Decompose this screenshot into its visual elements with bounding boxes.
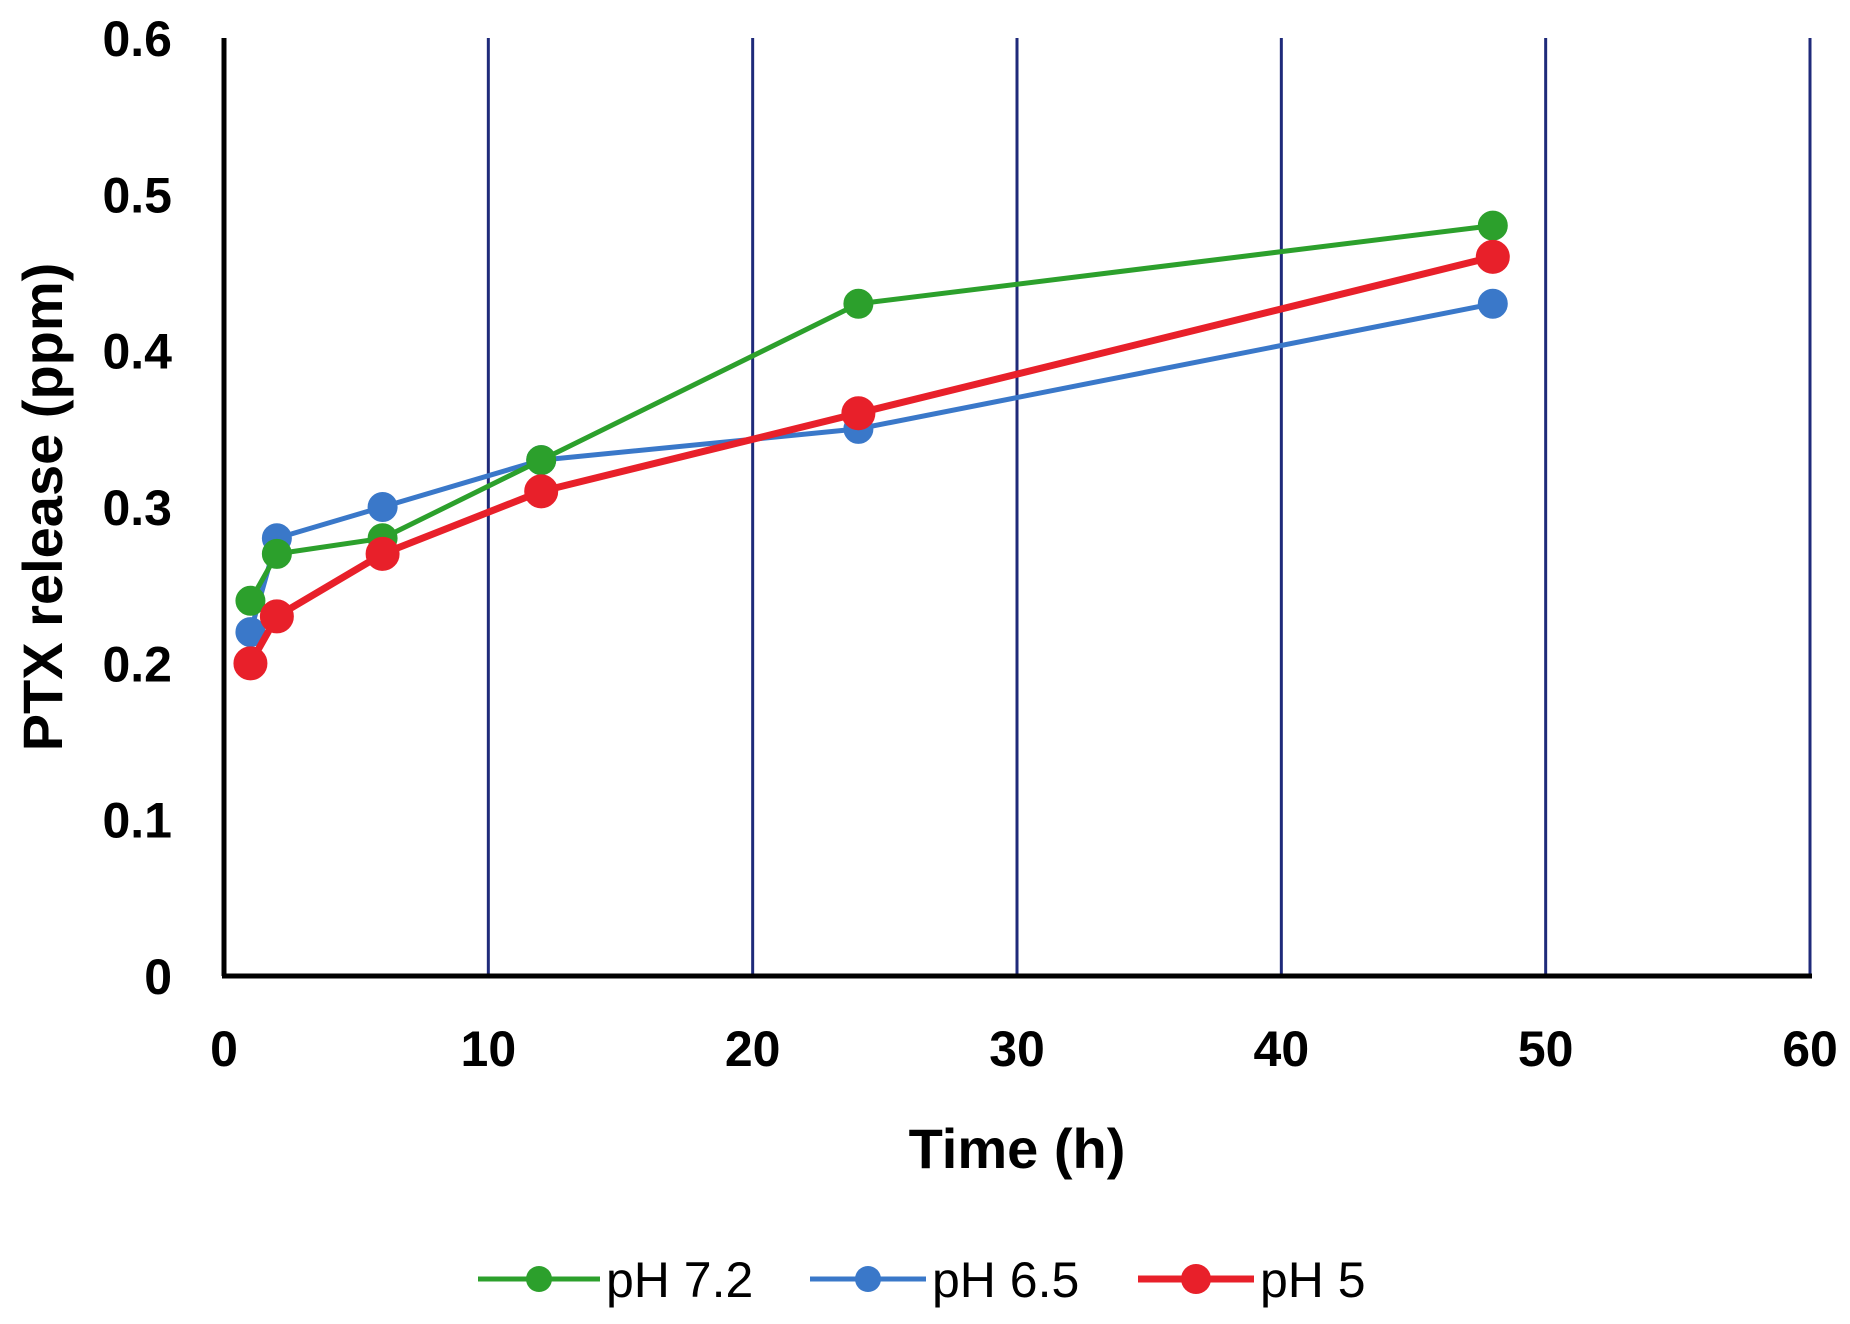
legend-swatch-marker-ph-7-2 bbox=[526, 1266, 552, 1292]
series-ph-5 bbox=[233, 239, 1510, 681]
data-series bbox=[233, 210, 1510, 681]
series-line-ph-5 bbox=[247, 253, 1494, 666]
x-axis-title: Time (h) bbox=[909, 1117, 1126, 1180]
data-point-ph-6-5-2 bbox=[367, 492, 398, 522]
data-point-ph-5-5 bbox=[1475, 239, 1510, 274]
y-axis-title: PTX release (ppm) bbox=[11, 263, 74, 752]
legend-label-ph-5: pH 5 bbox=[1260, 1252, 1366, 1308]
x-tick-label-60: 60 bbox=[1782, 1021, 1838, 1077]
data-point-ph-5-4 bbox=[841, 396, 876, 431]
data-point-ph-7-2-3 bbox=[526, 445, 557, 476]
y-tick-label-0-5: 0.5 bbox=[102, 167, 172, 223]
y-tick-label-0-2: 0.2 bbox=[102, 636, 172, 692]
axes bbox=[221, 38, 1812, 979]
data-point-ph-5-2 bbox=[365, 536, 400, 571]
legend-label-ph-7-2: pH 7.2 bbox=[606, 1252, 753, 1308]
data-point-ph-5-3 bbox=[524, 474, 559, 509]
x-tick-label-50: 50 bbox=[1518, 1021, 1574, 1077]
grid-lines bbox=[486, 38, 1812, 976]
legend: pH 7.2 pH 6.5 pH 5 bbox=[478, 1252, 1366, 1308]
y-tick-label-0-6: 0.6 bbox=[102, 11, 172, 67]
legend-item-ph-7-2: pH 7.2 bbox=[478, 1252, 753, 1308]
x-tick-label-30: 30 bbox=[989, 1021, 1045, 1077]
series-line-ph-6-5 bbox=[248, 301, 1494, 633]
x-tick-label-40: 40 bbox=[1254, 1021, 1310, 1077]
series-ph-6-5 bbox=[235, 288, 1508, 648]
y-tick-label-0-4: 0.4 bbox=[102, 324, 172, 380]
data-point-ph-6-5-5 bbox=[1477, 288, 1508, 319]
y-tick-label-0-1: 0.1 bbox=[102, 793, 172, 849]
data-point-ph-7-2-0 bbox=[235, 585, 266, 616]
data-point-ph-5-0 bbox=[233, 646, 268, 681]
y-tick-label-0: 0 bbox=[144, 949, 172, 1005]
legend-swatch-marker-ph-6-5 bbox=[855, 1266, 881, 1292]
y-tick-label-0-3: 0.3 bbox=[102, 480, 172, 536]
data-point-ph-7-2-5 bbox=[1477, 210, 1508, 241]
series-ph-7-2 bbox=[235, 210, 1508, 616]
data-point-ph-5-1 bbox=[259, 599, 294, 634]
x-tick-label-20: 20 bbox=[725, 1021, 781, 1077]
data-point-ph-7-2-1 bbox=[261, 538, 292, 569]
legend-item-ph-6-5: pH 6.5 bbox=[810, 1252, 1079, 1308]
legend-swatch-marker-ph-5 bbox=[1181, 1264, 1211, 1294]
tick-labels: 0 10 20 30 40 50 60 0 0.1 0.2 0.3 0.4 0.5 0.6 bbox=[102, 11, 1837, 1077]
legend-label-ph-6-5: pH 6.5 bbox=[932, 1252, 1079, 1308]
x-tick-label-10: 10 bbox=[461, 1021, 517, 1077]
legend-item-ph-5: pH 5 bbox=[1138, 1252, 1366, 1308]
x-tick-label-0: 0 bbox=[210, 1021, 238, 1077]
data-point-ph-7-2-4 bbox=[843, 288, 874, 319]
